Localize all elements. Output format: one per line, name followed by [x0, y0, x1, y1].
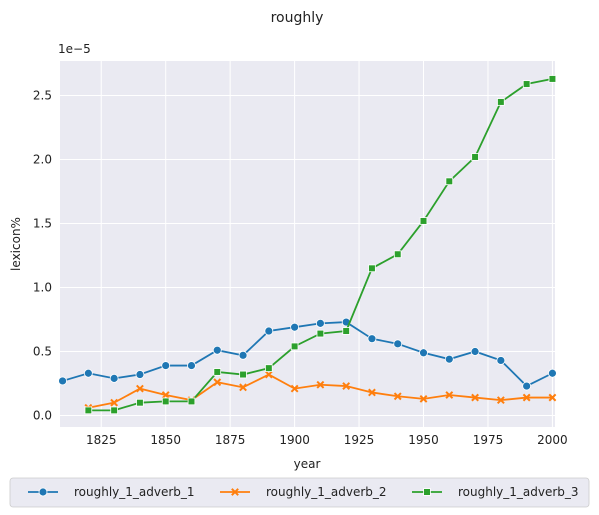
x-tick-label: 1825 [86, 433, 117, 447]
data-point [38, 487, 48, 497]
data-point [522, 393, 531, 402]
y-tick-label: 2.5 [33, 89, 52, 103]
data-point [265, 364, 273, 372]
series-roughly_1_adverb_1 [58, 317, 557, 391]
data-point [84, 406, 93, 415]
data-point [548, 393, 557, 402]
data-point [187, 361, 196, 370]
data-point [239, 370, 247, 379]
data-point [419, 394, 428, 403]
series-line [62, 321, 553, 388]
data-point [393, 339, 403, 349]
data-point [368, 388, 376, 397]
data-point [419, 348, 428, 358]
data-point [316, 380, 325, 389]
legend-label: roughly_1_adverb_3 [458, 485, 579, 499]
data-point [444, 354, 454, 364]
plot-area [60, 61, 555, 427]
y-scale-label: 1e−5 [58, 42, 91, 56]
x-tick-label: 1875 [215, 433, 246, 447]
data-point [213, 368, 222, 376]
data-point [393, 250, 402, 259]
data-point [58, 376, 67, 386]
data-point [264, 370, 273, 379]
data-point [290, 342, 299, 351]
data-point [290, 322, 300, 332]
data-point [136, 398, 144, 407]
data-point [445, 391, 454, 399]
data-point [522, 80, 531, 88]
data-point [497, 98, 505, 106]
data-point [367, 334, 377, 344]
data-point [471, 393, 479, 402]
legend-entry: roughly_1_adverb_3 [412, 485, 579, 499]
data-point [238, 350, 248, 360]
data-point [471, 153, 479, 161]
x-tick-label: 1950 [408, 433, 439, 447]
y-tick-label: 2.0 [33, 153, 52, 167]
data-point [419, 217, 428, 225]
x-tick-label: 2000 [537, 433, 568, 447]
y-tick-labels: 0.0 0.5 1.0 1.5 2.0 2.5 [33, 89, 52, 423]
y-tick-label: 1.0 [33, 281, 52, 295]
data-point [496, 356, 506, 365]
data-point [264, 326, 274, 336]
data-point [187, 397, 196, 406]
data-point [548, 75, 557, 83]
x-axis-label: year [294, 457, 321, 471]
data-point [109, 373, 119, 383]
data-point [239, 383, 247, 392]
data-point [161, 397, 170, 406]
data-point [212, 345, 222, 355]
data-point [136, 384, 144, 393]
legend-entry: roughly_1_adverb_1 [28, 485, 195, 499]
data-point [316, 329, 325, 338]
x-tick-labels: 1825 1850 1875 1900 1925 1950 1975 2000 [86, 433, 568, 447]
data-point [290, 384, 299, 393]
data-point [110, 406, 118, 415]
legend-label: roughly_1_adverb_1 [74, 485, 195, 499]
data-point [522, 381, 532, 391]
y-tick-label: 0.0 [33, 408, 52, 422]
data-point [368, 264, 376, 273]
data-point [342, 327, 350, 335]
series-layer [58, 75, 557, 415]
x-tick-label: 1850 [150, 433, 181, 447]
legend: roughly_1_adverb_1 roughly_1_adverb_2 roug… [9, 477, 590, 508]
data-point [470, 347, 480, 356]
data-point [161, 391, 170, 399]
data-point [135, 370, 145, 379]
data-point [342, 382, 351, 390]
x-tick-label: 1900 [279, 433, 310, 447]
legend-label: roughly_1_adverb_2 [266, 485, 387, 499]
data-point [231, 488, 239, 496]
legend-entry: roughly_1_adverb_2 [220, 485, 387, 499]
y-tick-label: 0.5 [33, 344, 52, 358]
legend-box [9, 477, 590, 508]
data-point [496, 396, 505, 405]
data-point [423, 488, 431, 496]
data-point [161, 361, 171, 370]
y-axis-label: lexicon% [9, 217, 23, 271]
data-point [548, 368, 557, 378]
data-point [213, 378, 222, 387]
data-point [393, 392, 402, 401]
x-tick-label: 1925 [344, 433, 375, 447]
series-roughly_1_adverb_3 [84, 75, 557, 415]
chart-title: roughly [271, 10, 324, 26]
data-point [110, 398, 119, 407]
data-point [315, 318, 325, 328]
data-point [445, 177, 454, 186]
x-tick-label: 1975 [473, 433, 504, 447]
y-tick-label: 1.5 [33, 217, 52, 231]
data-point [83, 368, 93, 378]
